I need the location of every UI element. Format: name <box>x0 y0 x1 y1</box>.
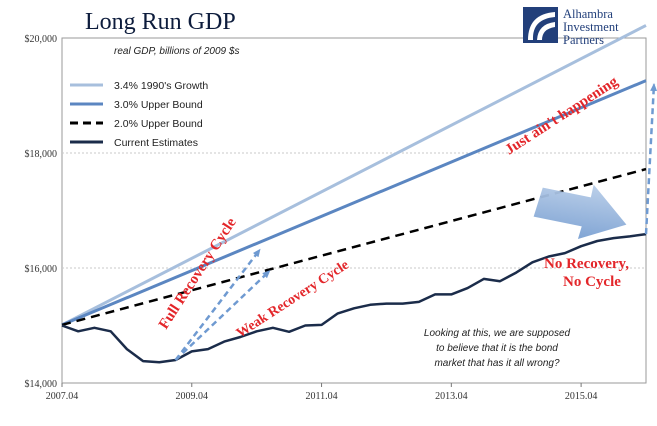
commentary-line-1: Looking at this, we are supposed <box>424 328 571 339</box>
x-tick-label: 2007.04 <box>46 391 79 402</box>
annotation-no-recovery-2: No Cycle <box>563 274 621 290</box>
chart-subtitle: real GDP, billions of 2009 $s <box>114 46 239 57</box>
logo-line-2: Investment <box>563 20 619 34</box>
chart-title: Long Run GDP <box>85 9 236 35</box>
x-tick-label: 2009.04 <box>176 391 209 402</box>
y-tick-label: $16,000 <box>25 264 58 275</box>
x-tick-label: 2013.04 <box>435 391 468 402</box>
logo-mark-curve <box>528 12 555 40</box>
alhambra-logo: Alhambra Investment Partners <box>523 7 619 47</box>
x-tick-label: 2015.04 <box>565 391 598 402</box>
weak-recovery-arrow <box>174 269 271 361</box>
logo-line-3: Partners <box>563 33 604 47</box>
legend-label-upper3: 3.0% Upper Bound <box>114 99 203 111</box>
series-upper-bound-3 <box>61 79 647 327</box>
commentary-line-2: to believe that it is the bond <box>436 343 558 354</box>
series-1990-growth <box>61 24 647 327</box>
legend-label-upper2: 2.0% Upper Bound <box>114 118 203 130</box>
y-tick-label: $18,000 <box>25 149 58 160</box>
annotation-no-recovery-1: No Recovery, <box>544 256 629 272</box>
y-tick-label: $14,000 <box>25 379 58 390</box>
x-tick-label: 2011.04 <box>305 391 337 402</box>
logo-line-1: Alhambra <box>563 7 613 21</box>
series-current-estimates <box>61 232 647 364</box>
full-recovery-arrow <box>174 248 261 361</box>
legend-label-current: Current Estimates <box>114 137 198 149</box>
big-down-arrow <box>533 184 627 239</box>
legend-label-1990: 3.4% 1990's Growth <box>114 80 208 92</box>
y-tick-label: $20,000 <box>25 34 58 45</box>
post-2016-arrow <box>644 83 657 235</box>
logo-mark-curve-2 <box>537 22 555 40</box>
legend: 3.4% 1990's Growth 3.0% Upper Bound 2.0%… <box>70 80 208 149</box>
commentary-line-3: market that has it all wrong? <box>434 358 559 369</box>
